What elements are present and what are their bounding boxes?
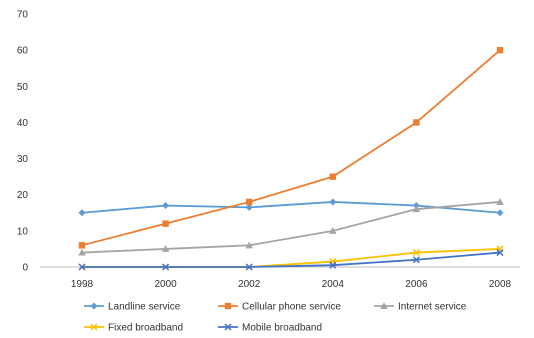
data-point (496, 209, 504, 217)
series-line (81, 201, 501, 214)
data-point (496, 198, 504, 205)
data-point (412, 249, 420, 257)
data-point (329, 173, 336, 180)
series-line (82, 251, 501, 268)
x-tick-label: 2000 (154, 279, 177, 290)
series (78, 249, 504, 271)
legend-label: Mobile broadband (242, 323, 322, 334)
legend-item: Fixed broadband (84, 323, 183, 334)
data-point (162, 220, 169, 227)
legend-label: Internet service (398, 302, 467, 313)
y-tick-label: 30 (17, 154, 29, 165)
data-point (224, 323, 232, 331)
y-tick-label: 40 (17, 118, 29, 129)
y-tick-label: 60 (17, 46, 29, 57)
legend-label: Cellular phone service (242, 302, 341, 313)
data-point (162, 263, 170, 271)
legend-label: Fixed broadband (108, 323, 183, 334)
data-point (78, 242, 86, 249)
data-point (496, 249, 504, 257)
data-point (78, 248, 86, 256)
legend-item: Landline service (84, 302, 181, 313)
series (78, 198, 504, 256)
data-point (90, 323, 98, 331)
data-point (162, 202, 170, 210)
y-axis: 0 10 20 30 40 50 60 70 (17, 10, 29, 274)
plot-area (78, 46, 504, 271)
x-tick-label: 2002 (238, 279, 261, 290)
data-point (90, 302, 98, 310)
x-tick-label: 1998 (71, 279, 94, 290)
legend-label: Landline service (108, 302, 181, 313)
y-tick-label: 70 (17, 10, 29, 21)
data-point (380, 302, 388, 309)
data-point (412, 205, 421, 213)
data-point (329, 227, 337, 234)
y-tick-label: 0 (22, 263, 28, 274)
x-tick-label: 2006 (405, 279, 428, 290)
data-point (413, 119, 420, 126)
data-point (246, 198, 253, 206)
legend-item: Cellular phone service (218, 302, 341, 313)
data-point (78, 263, 86, 271)
y-tick-label: 50 (17, 82, 29, 93)
data-point (329, 198, 337, 206)
legend-item: Internet service (374, 302, 467, 313)
y-tick-label: 10 (17, 226, 29, 237)
x-tick-label: 2004 (322, 279, 345, 290)
data-point (245, 241, 253, 249)
legend: Landline service Cellular phone service In… (84, 302, 467, 334)
data-point (496, 46, 504, 54)
data-point (78, 209, 86, 217)
x-tick-label: 2008 (489, 279, 512, 290)
data-point (224, 302, 232, 310)
data-point (245, 203, 253, 211)
data-point (245, 263, 253, 271)
y-tick-label: 20 (17, 190, 29, 201)
series-line (81, 201, 501, 254)
x-axis: 1998 2000 2002 2004 2006 2008 (71, 279, 512, 290)
data-point (161, 245, 170, 252)
series-line (81, 49, 501, 247)
series (78, 46, 504, 249)
data-point (329, 261, 337, 269)
data-point (412, 256, 420, 264)
legend-item: Mobile broadband (218, 323, 322, 334)
series (78, 198, 504, 217)
